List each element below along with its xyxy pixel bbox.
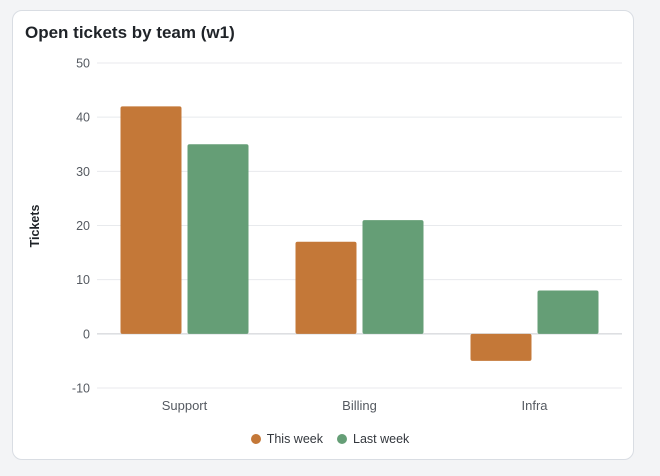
y-tick-label: -10	[72, 382, 90, 396]
y-tick-label: 20	[76, 219, 90, 233]
x-tick-label: Support	[162, 398, 208, 413]
y-axis-label: Tickets	[28, 205, 42, 248]
y-tick-label: 40	[76, 111, 90, 125]
bar-this-week	[470, 333, 532, 361]
legend-item: This week	[250, 432, 323, 446]
y-axis-ticks: -10 0 10 20 30 40 50	[72, 57, 90, 396]
legend-label: Last week	[353, 432, 410, 446]
legend: This week Last week	[0, 432, 660, 446]
y-tick-label: 50	[76, 57, 90, 71]
y-tick-label: 10	[76, 273, 90, 287]
bar-this-week	[120, 106, 182, 334]
y-tick-label: 30	[76, 165, 90, 179]
y-tick-label: 0	[83, 327, 90, 341]
bar-this-week	[295, 241, 357, 334]
bar-last-week	[537, 290, 599, 334]
legend-label: This week	[266, 432, 323, 446]
legend-swatch	[250, 434, 261, 444]
bar-last-week	[362, 220, 424, 334]
bar-last-week	[187, 144, 249, 334]
x-tick-label: Infra	[521, 398, 548, 413]
bars	[120, 106, 599, 361]
chart-title: Open tickets by team (w1)	[25, 23, 235, 42]
chart-card	[12, 10, 634, 460]
gridlines	[97, 62, 622, 389]
x-axis-ticks: Support Billing Infra	[162, 398, 549, 413]
legend-item: Last week	[337, 432, 409, 446]
x-tick-label: Billing	[342, 398, 377, 413]
legend-swatch	[337, 434, 347, 444]
